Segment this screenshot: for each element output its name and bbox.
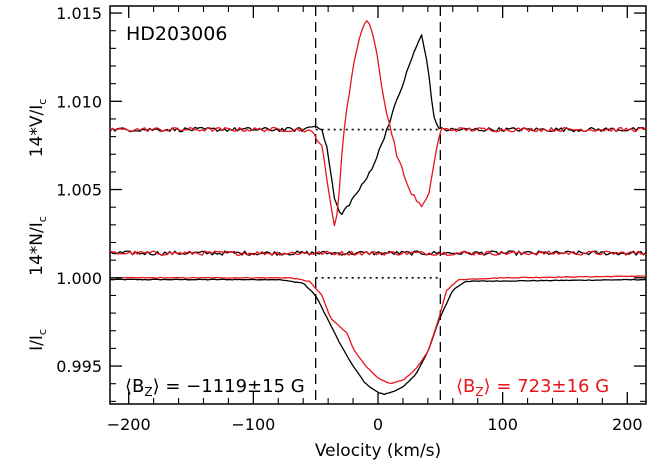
series-n-black [109, 250, 647, 256]
x-tick-label: −200 [107, 415, 151, 434]
series-i-red [109, 275, 647, 385]
svg-text:I/Ic: I/Ic [27, 329, 49, 351]
x-tick-label: 0 [373, 415, 383, 434]
star-name-label: HD203006 [126, 23, 227, 45]
y-axis-title-v: 14*V/Ic [27, 99, 49, 158]
y-tick-label: 0.995 [56, 357, 102, 376]
x-tick-label: −100 [231, 415, 275, 434]
bz-black-annotation: ⟨BZ⟩ = −1119±15 G [125, 376, 305, 399]
x-axis-title: Velocity (km/s) [315, 441, 441, 461]
svg-text:14*N/Ic: 14*N/Ic [27, 216, 49, 276]
y-tick-label: 1.000 [56, 269, 102, 288]
y-axis-title-n: 14*N/Ic [27, 216, 49, 276]
series-v-black [109, 34, 647, 216]
plot-frame [109, 5, 647, 405]
x-tick-label: 200 [612, 415, 643, 434]
series-v-red [109, 20, 647, 227]
series-layer [109, 20, 647, 396]
y-tick-label: 1.010 [56, 92, 102, 111]
y-tick-label: 1.005 [56, 181, 102, 200]
x-axis-ticks: −200 −100 0 100 200 [107, 6, 643, 434]
x-tick-label: 100 [487, 415, 518, 434]
bz-red-annotation: ⟨BZ⟩ = 723±16 G [456, 376, 609, 399]
y-tick-label: 1.015 [56, 4, 102, 23]
reference-lines [315, 6, 441, 404]
svg-text:14*V/Ic: 14*V/Ic [27, 99, 49, 158]
series-n-red [109, 250, 647, 256]
y-axis-title-i: I/Ic [27, 329, 49, 351]
y-axis-ticks: 0.995 1.000 1.005 1.010 1.015 [56, 4, 646, 402]
